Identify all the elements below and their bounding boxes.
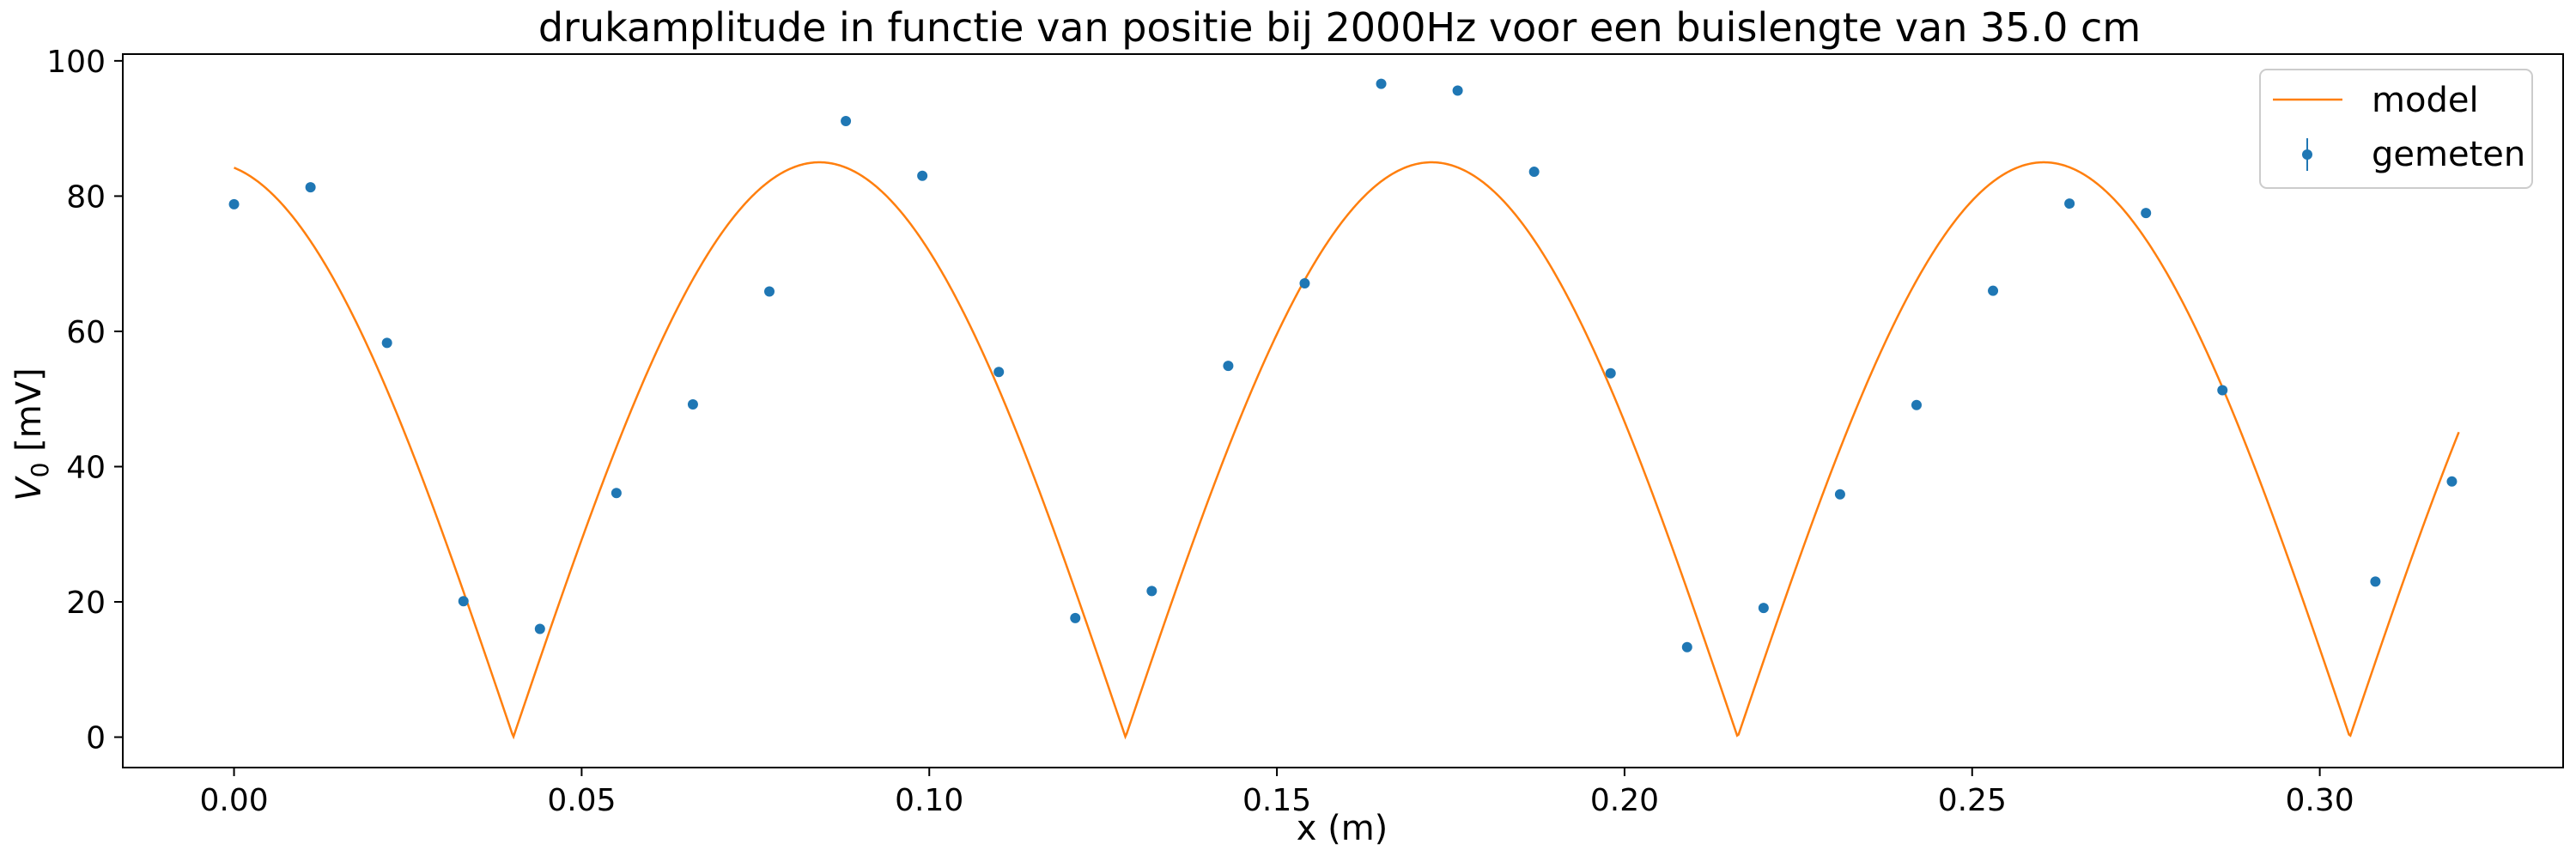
y-tick-label: 20	[66, 586, 106, 621]
x-tick-label: 0.05	[547, 783, 616, 818]
measured-point	[305, 182, 316, 193]
measured-point	[228, 198, 240, 209]
x-tick-label: 0.30	[2286, 783, 2354, 818]
measured-point	[1452, 85, 1463, 96]
measured-point	[1528, 167, 1540, 178]
measured-point	[1223, 361, 1234, 372]
y-tick-label: 60	[66, 315, 106, 350]
measured-point	[1146, 586, 1157, 597]
measured-point	[611, 488, 622, 499]
legend-model-label: model	[2372, 81, 2479, 120]
x-tick-label: 0.25	[1938, 783, 2007, 818]
legend-gemeten-marker	[2302, 149, 2312, 160]
measured-point	[764, 286, 775, 297]
measured-point	[1681, 641, 1692, 653]
measured-point	[381, 337, 392, 349]
y-tick-label: 40	[66, 450, 106, 485]
measured-point	[2370, 576, 2381, 587]
measured-point	[687, 399, 698, 410]
x-tick-label: 0.10	[895, 783, 963, 818]
measured-point	[2217, 385, 2228, 396]
measured-point	[2141, 208, 2152, 219]
chart-title: drukamplitude in functie van positie bij…	[538, 4, 2141, 51]
x-tick-label: 0.00	[199, 783, 268, 818]
y-axis-label-symbol: V	[9, 476, 49, 501]
y-tick-label: 80	[66, 179, 106, 215]
x-tick-label: 0.20	[1590, 783, 1659, 818]
measured-point	[917, 170, 928, 181]
x-tick-label: 0.15	[1242, 783, 1311, 818]
measured-point	[993, 367, 1005, 378]
measured-point	[1911, 399, 1922, 410]
measured-point	[1758, 603, 1769, 614]
measured-point	[841, 115, 852, 126]
measured-point	[1605, 367, 1616, 379]
y-axis-label-unit: [mV]	[9, 367, 49, 462]
measured-point	[1376, 78, 1387, 89]
measured-point	[1070, 612, 1081, 623]
measured-point	[534, 623, 545, 634]
plot-area: 0.00 0.05 0.10 0.15 0.20 0.25 0.30 0 20 40 60 80 100	[46, 45, 2564, 818]
y-axis-label: V0 [mV]	[9, 367, 54, 501]
measured-point	[1299, 278, 1310, 289]
y-axis-label-subscript: 0	[26, 463, 54, 478]
measured-point	[2064, 198, 2075, 209]
y-tick-label: 0	[86, 721, 106, 756]
model-curve	[234, 161, 2460, 740]
axes-frame	[122, 53, 2564, 768]
y-tick-label: 100	[46, 45, 106, 80]
measured-point	[1834, 489, 1845, 500]
legend: model gemeten	[2259, 69, 2533, 189]
x-axis-label: x (m)	[1297, 809, 1388, 848]
measured-point	[2446, 476, 2458, 487]
legend-gemeten-label: gemeten	[2372, 135, 2525, 174]
measured-point	[458, 596, 469, 607]
measured-point	[1988, 285, 1999, 296]
